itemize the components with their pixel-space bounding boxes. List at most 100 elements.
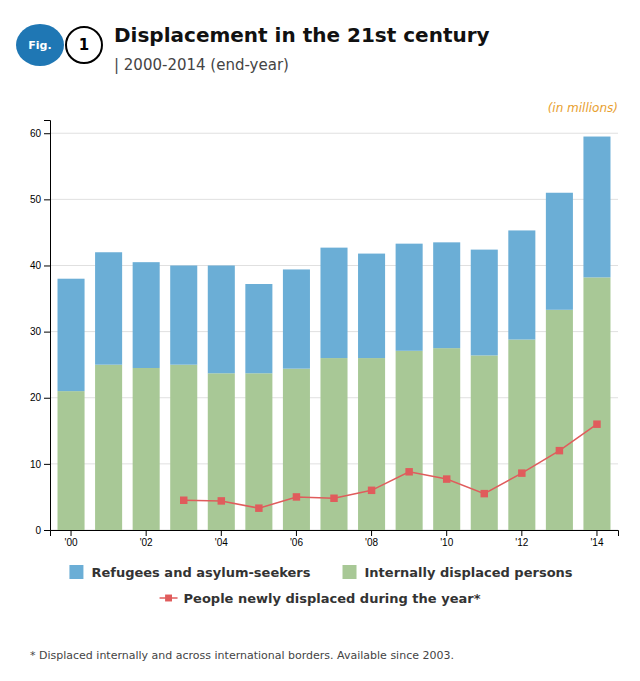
bar — [471, 250, 498, 356]
y-tick-mark — [44, 265, 50, 266]
bar-series — [58, 137, 611, 392]
legend-swatch — [343, 565, 357, 579]
legend-row: People newly displaced during the year* — [160, 591, 481, 606]
y-tick-mark — [44, 133, 50, 134]
bar — [508, 340, 535, 530]
y-tick-label: 20 — [30, 392, 42, 403]
y-tick: 50 — [30, 194, 50, 205]
x-tick-label: '06 — [290, 537, 303, 548]
grid-line — [50, 133, 618, 134]
fig-number-badge — [66, 27, 102, 63]
chart: Fig. 1 Displacement in the 21st century | 2… — [0, 0, 640, 681]
point — [556, 447, 563, 454]
fig-label: Fig. — [28, 39, 51, 52]
header: Fig. 1 Displacement in the 21st century | 2… — [16, 23, 490, 74]
x-tick: '10 — [440, 530, 453, 548]
x-tick: '12 — [515, 530, 528, 548]
bar — [583, 137, 610, 278]
bar — [433, 242, 460, 348]
bar — [245, 284, 272, 373]
point — [443, 475, 450, 482]
y-tick-label: 40 — [30, 260, 42, 271]
bar — [133, 262, 160, 368]
point — [518, 469, 525, 476]
line — [184, 424, 597, 508]
y-tick: 20 — [30, 392, 50, 403]
point — [405, 468, 412, 475]
y-axis-line — [44, 121, 51, 531]
point — [255, 504, 262, 511]
y-tick: 60 — [30, 128, 50, 139]
bar — [283, 269, 310, 368]
legend-swatch-marker — [165, 595, 172, 602]
x-tick: '04 — [215, 530, 228, 548]
bar — [208, 373, 235, 530]
bar — [358, 254, 385, 358]
point — [593, 420, 600, 427]
x-tick-mark — [221, 530, 222, 536]
x-tick-label: '04 — [215, 537, 228, 548]
legend-label: Refugees and asylum-seekers — [91, 565, 310, 580]
y-tick-label: 30 — [30, 326, 42, 337]
bar — [396, 351, 423, 530]
y-tick-mark — [44, 530, 50, 531]
point — [481, 490, 488, 497]
bar — [95, 365, 122, 530]
subtitle: | 2000-2014 (end-year) — [114, 56, 289, 74]
y-tick: 40 — [30, 260, 50, 271]
bar — [583, 277, 610, 530]
point — [293, 493, 300, 500]
x-tick: '02 — [140, 530, 153, 548]
bar — [58, 279, 85, 391]
bar — [283, 369, 310, 530]
x-tick: '00 — [65, 530, 78, 548]
bar — [320, 358, 347, 530]
legend-item: Internally displaced persons — [343, 565, 573, 580]
bar — [546, 193, 573, 310]
point — [180, 496, 187, 503]
x-tick: '14 — [590, 530, 603, 548]
y-tick: 10 — [30, 459, 50, 470]
x-tick: '06 — [290, 530, 303, 548]
legend-item: People newly displaced during the year* — [160, 591, 481, 606]
fig-number: 1 — [79, 36, 89, 54]
title: Displacement in the 21st century — [114, 23, 490, 47]
y-tick-label: 10 — [30, 459, 42, 470]
bar — [133, 368, 160, 530]
x-tick-label: '08 — [365, 537, 378, 548]
y-tick-mark — [44, 464, 50, 465]
x-tick-mark — [446, 530, 447, 536]
line-series — [180, 420, 601, 511]
bar — [433, 348, 460, 530]
bar — [95, 252, 122, 364]
bar — [320, 248, 347, 358]
bar — [358, 358, 385, 530]
y-tick: 0 — [35, 525, 50, 536]
x-tick: '08 — [365, 530, 378, 548]
x-tick-label: '02 — [140, 537, 153, 548]
bar — [396, 244, 423, 351]
point — [330, 495, 337, 502]
bar — [471, 355, 498, 530]
y-tick-mark — [44, 332, 50, 333]
y-tick-label: 60 — [30, 128, 42, 139]
y-tick-mark — [44, 398, 50, 399]
legend-swatch — [69, 565, 83, 579]
point — [218, 497, 225, 504]
y-tick-label: 0 — [35, 525, 41, 536]
bar — [508, 230, 535, 339]
units-note: (in millions) — [548, 101, 618, 115]
bar — [170, 265, 197, 364]
y-axis: 0 10 20 30 40 50 60 — [30, 121, 51, 536]
point — [368, 487, 375, 494]
x-tick-mark — [596, 530, 597, 536]
y-tick-mark — [44, 199, 50, 200]
x-tick-label: '10 — [440, 537, 453, 548]
bar — [170, 365, 197, 530]
y-tick-label: 50 — [30, 194, 42, 205]
legend-label: People newly displaced during the year* — [184, 591, 481, 606]
bar — [58, 391, 85, 530]
x-tick-mark — [371, 530, 372, 536]
footnote: * Displaced internally and across intern… — [30, 649, 454, 662]
x-tick-mark — [71, 530, 72, 536]
